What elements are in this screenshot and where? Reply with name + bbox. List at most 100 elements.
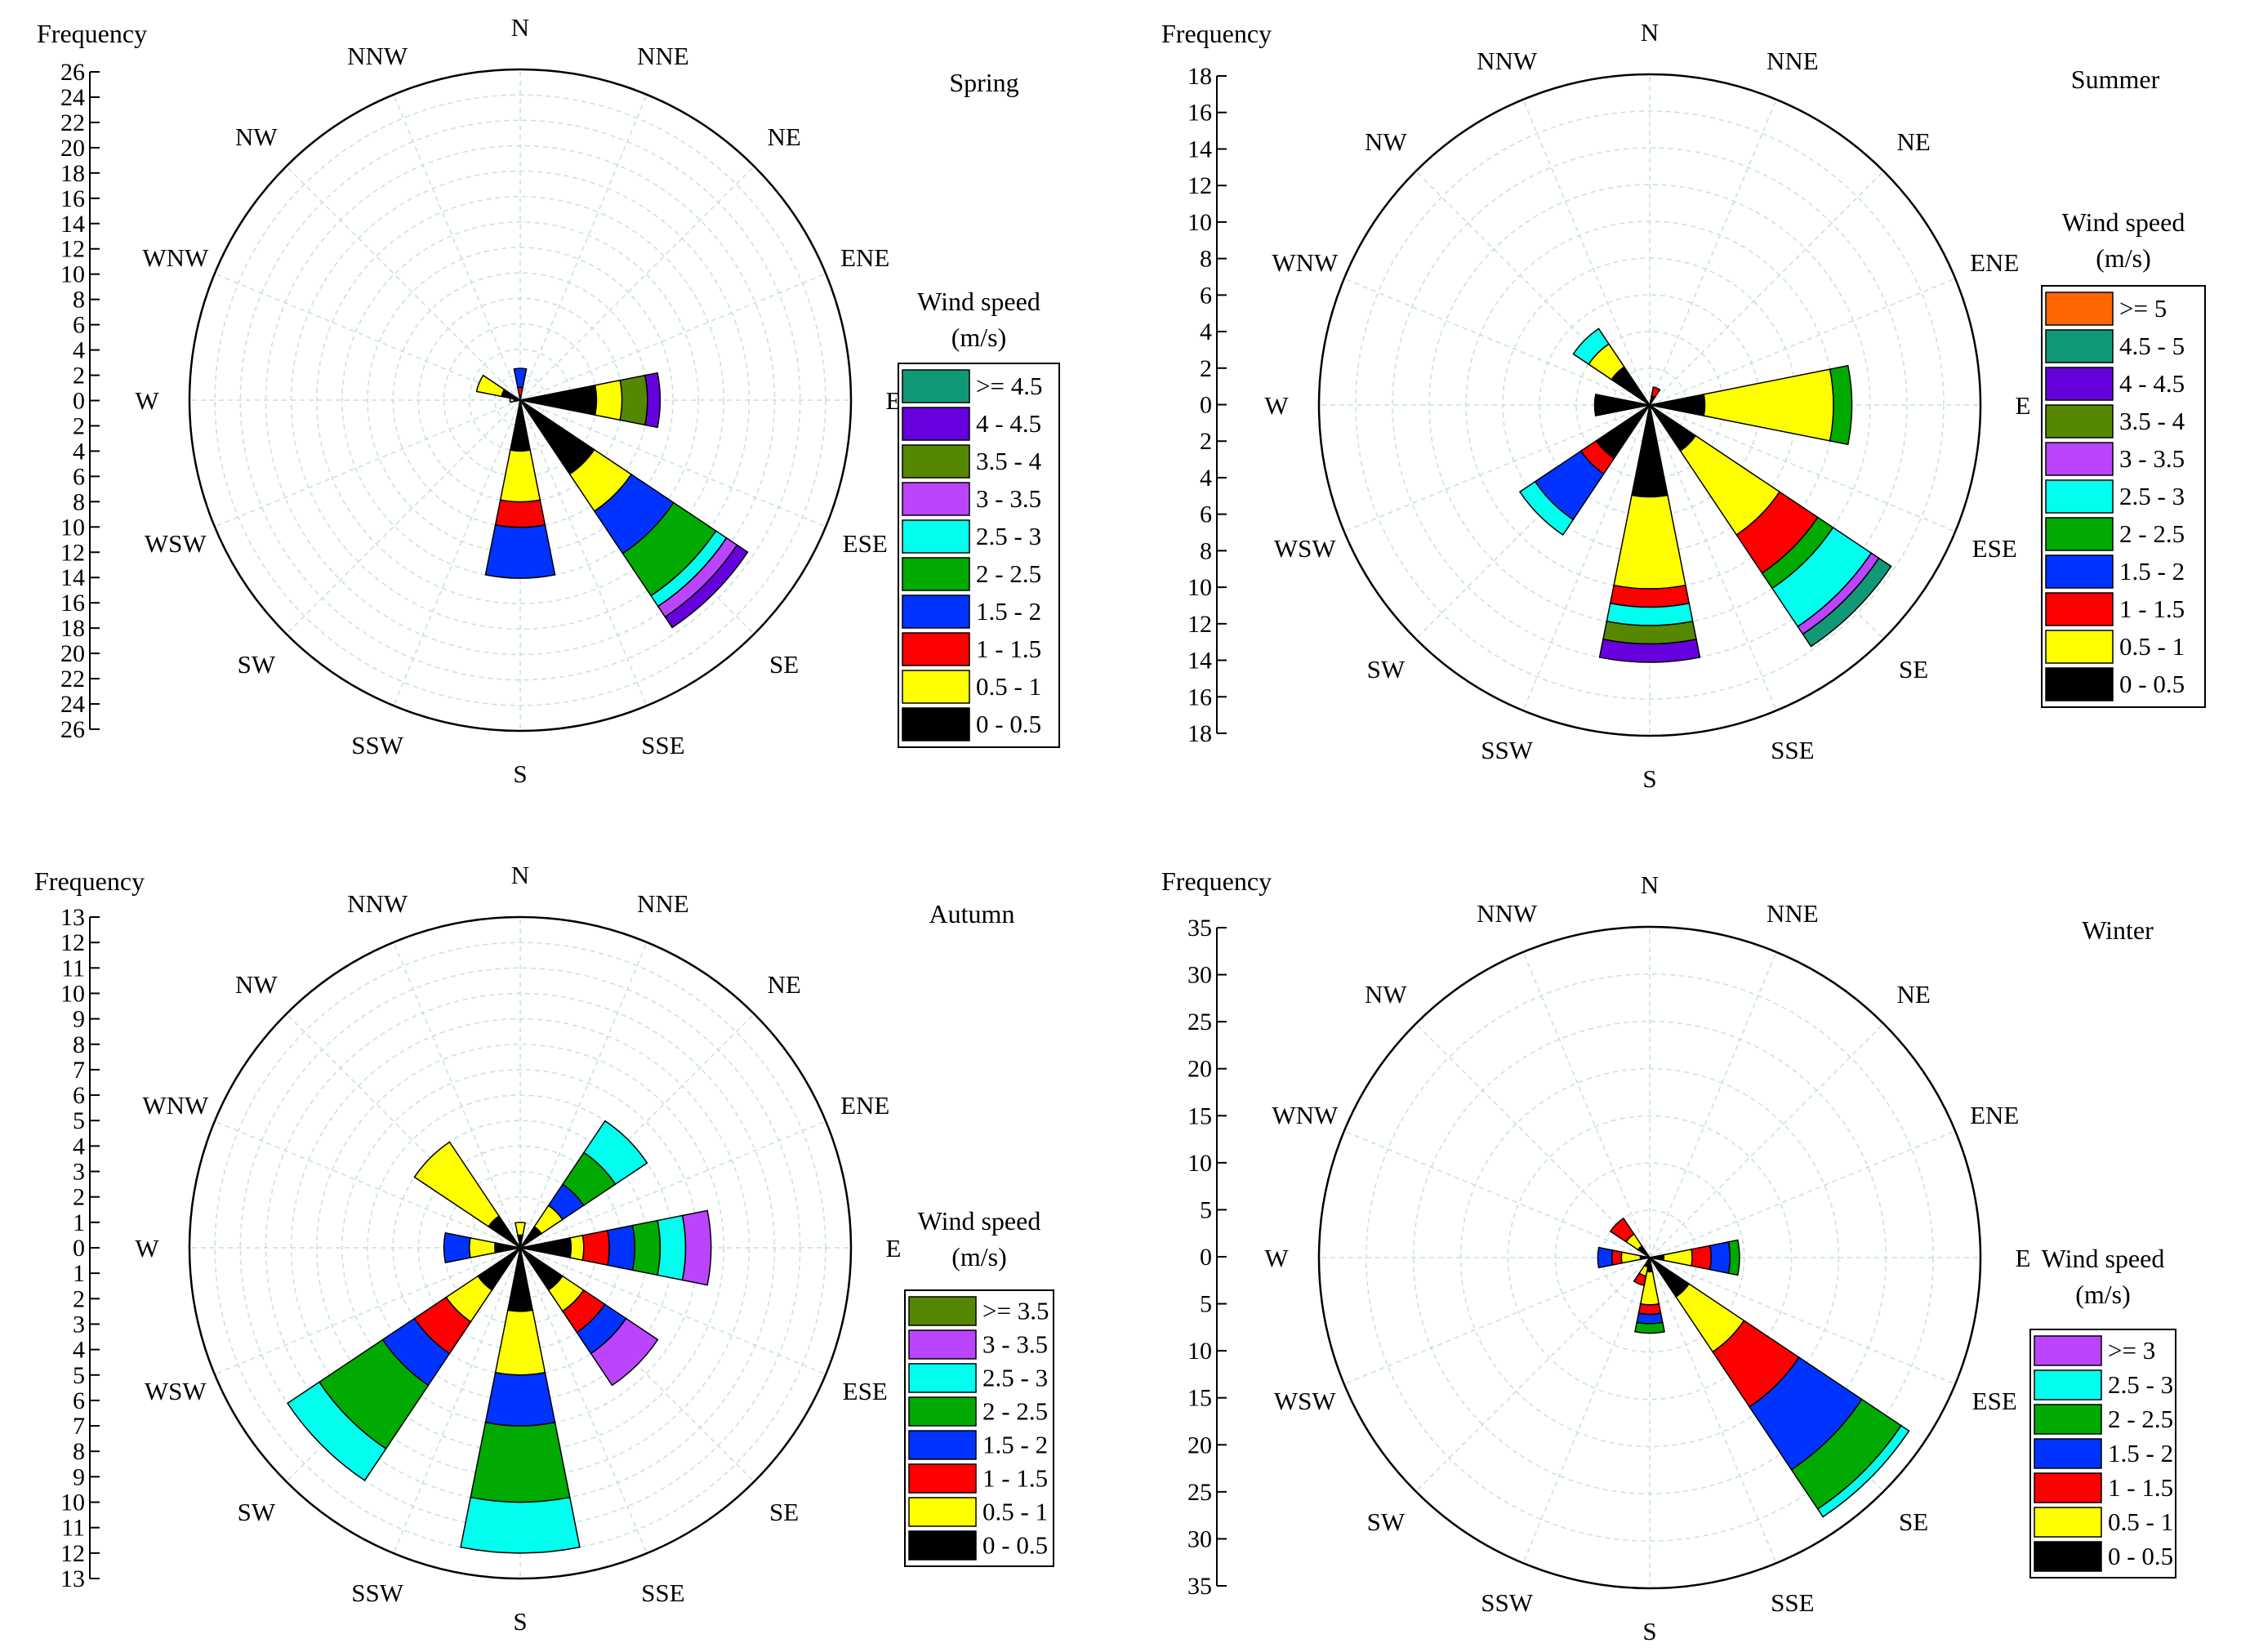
bar-e-2-2-5 — [1727, 1239, 1740, 1276]
direction-label-ssw: SSW — [1481, 736, 1533, 764]
direction-label-sse: SSE — [641, 1579, 684, 1607]
y-tick-label: 9 — [73, 1463, 85, 1490]
direction-label-se: SE — [1899, 1507, 1928, 1536]
grid-spoke — [519, 166, 755, 401]
bar-s-2-5-3 — [460, 1496, 581, 1554]
legend-swatch-1-5-2 — [2034, 1438, 2102, 1469]
legend-swatch-1-1-5 — [908, 1463, 977, 1494]
legend-label-0-0-5: 0 - 0.5 — [2108, 1542, 2173, 1570]
spring-panel: NNNENEENEEESESESSESSSWSWWSWWWNWNWNNW2624… — [37, 13, 1060, 788]
direction-label-ene: ENE — [1970, 1101, 2019, 1129]
legend-swatch-3-3-5 — [902, 482, 970, 516]
y-tick-label: 5 — [73, 1107, 85, 1134]
legend-swatch-0-0-5 — [902, 707, 970, 741]
legend-swatch-2-5-3 — [902, 519, 970, 554]
direction-label-ese: ESE — [843, 529, 888, 558]
legend-label-2-2-5: 2 - 2.5 — [976, 559, 1041, 588]
bar-s-1-5-2 — [1636, 1312, 1664, 1325]
y-tick-label: 6 — [73, 1387, 85, 1414]
direction-label-n: N — [511, 861, 529, 889]
legend-label-ge-3: >= 3 — [2108, 1336, 2155, 1365]
y-tick-label: 35 — [1187, 915, 1212, 942]
bar-s-1-5-2 — [484, 523, 556, 579]
legend-label-2-2-5: 2 - 2.5 — [2119, 519, 2185, 548]
bar-nne-1-1-5 — [1651, 386, 1661, 399]
y-tick-label: 0 — [73, 1235, 85, 1262]
grid-spoke — [519, 942, 648, 1249]
direction-label-w: W — [1264, 1244, 1289, 1272]
direction-label-wsw: WSW — [1274, 1387, 1337, 1415]
legend-label-1-1-5: 1 - 1.5 — [982, 1464, 1048, 1493]
bar-s-4-4-5 — [1598, 638, 1701, 663]
outer-ring — [188, 915, 853, 1580]
legend-label-ge-3-5: >= 3.5 — [982, 1297, 1049, 1325]
legend-swatch-3-5-4 — [902, 444, 970, 479]
direction-label-n: N — [1641, 871, 1659, 899]
grid-spoke — [519, 94, 648, 401]
grid-spoke — [1343, 404, 1651, 532]
legend-swatch-3-3-5 — [2045, 442, 2114, 476]
direction-label-sw: SW — [1367, 655, 1406, 684]
grid-spoke — [519, 399, 648, 706]
legend-swatch-1-1-5 — [902, 632, 970, 666]
bar-ne-2-5-3 — [582, 1120, 648, 1186]
grid-spoke — [1649, 1257, 1956, 1385]
legend-label-1-5-2: 1.5 - 2 — [2119, 557, 2185, 586]
bar-w-0-0-5 — [1593, 393, 1651, 417]
grid-spoke — [1343, 278, 1651, 406]
y-tick-label: 24 — [60, 84, 85, 111]
legend-label-1-1-5: 1 - 1.5 — [2108, 1473, 2173, 1502]
legend-swatch-2-2-5 — [902, 557, 970, 591]
y-tick-label: 11 — [61, 955, 85, 982]
direction-label-e: E — [886, 386, 902, 415]
wind-speed-legend: Wind speed (m/s) >= 4.5 4 - 4.5 3.5 - 4 3 - 3… — [898, 287, 1060, 748]
grid-spoke — [393, 942, 521, 1249]
grid-spoke — [1649, 1257, 1777, 1564]
legend-title: Wind speed — [2042, 1244, 2165, 1273]
direction-label-nnw: NNW — [347, 42, 408, 70]
y-tick-label: 9 — [73, 1006, 85, 1033]
y-tick-label: 6 — [73, 1082, 85, 1109]
direction-label-s: S — [1642, 1617, 1656, 1645]
winter-panel: N NNE NE ENE E ESE SE SSE S SSW SW WSW W WNW NW NNW 35 30… — [1161, 866, 2176, 1645]
grid-spoke — [519, 399, 826, 528]
legend-label-0-5-1: 0.5 - 1 — [2108, 1507, 2173, 1536]
y-tick-label: 6 — [73, 312, 85, 339]
panel-title: Spring — [949, 68, 1018, 97]
outer-ring — [1317, 925, 1982, 1590]
bar-s-1-5-2 — [484, 1371, 556, 1427]
y-tick-label: 10 — [60, 514, 85, 541]
legend-title: (m/s) — [951, 323, 1007, 352]
outer-ring — [1317, 73, 1982, 737]
y-tick-label: 16 — [60, 185, 85, 212]
grid-ring — [367, 247, 674, 554]
legend-label-3-3-5: 3 - 3.5 — [2119, 444, 2185, 473]
legend-label-4-4-5: 4 - 4.5 — [2119, 369, 2185, 398]
grid-spoke — [1522, 951, 1651, 1258]
direction-label-ne: NE — [1896, 127, 1930, 156]
y-tick-label: 20 — [60, 135, 85, 162]
legend-swatch-2-5-3 — [2034, 1369, 2102, 1400]
direction-label-ese: ESE — [1972, 534, 2017, 563]
grid-spoke — [1522, 1257, 1651, 1564]
legend-title: (m/s) — [951, 1242, 1007, 1271]
panel-title: Autumn — [929, 899, 1015, 928]
bar-sw-2-5-3 — [1518, 480, 1575, 537]
y-tick-label: 1 — [73, 1209, 85, 1236]
bar-s-1-1-5 — [1637, 1302, 1662, 1316]
legend-swatch-1-5-2 — [908, 1430, 977, 1460]
y-tick-label: 11 — [61, 1515, 85, 1542]
bar-e-1-5-2 — [607, 1224, 635, 1271]
bar-e-1-5-2 — [1709, 1240, 1731, 1275]
y-tick-label: 14 — [1187, 136, 1212, 163]
bar-e-3-5-4 — [619, 374, 648, 426]
y-tick-label: 18 — [1187, 63, 1212, 90]
y-tick-label: 2 — [73, 363, 85, 390]
direction-label-wnw: WNW — [142, 243, 209, 272]
y-tick-label: 0 — [73, 388, 85, 415]
grid-ring — [316, 196, 724, 604]
y-tick-label: 2 — [1200, 428, 1212, 455]
legend-title: (m/s) — [2096, 243, 2151, 273]
bar-n-0-5-1 — [515, 1222, 526, 1236]
legend-label-2-5-3: 2.5 - 3 — [976, 522, 1041, 550]
